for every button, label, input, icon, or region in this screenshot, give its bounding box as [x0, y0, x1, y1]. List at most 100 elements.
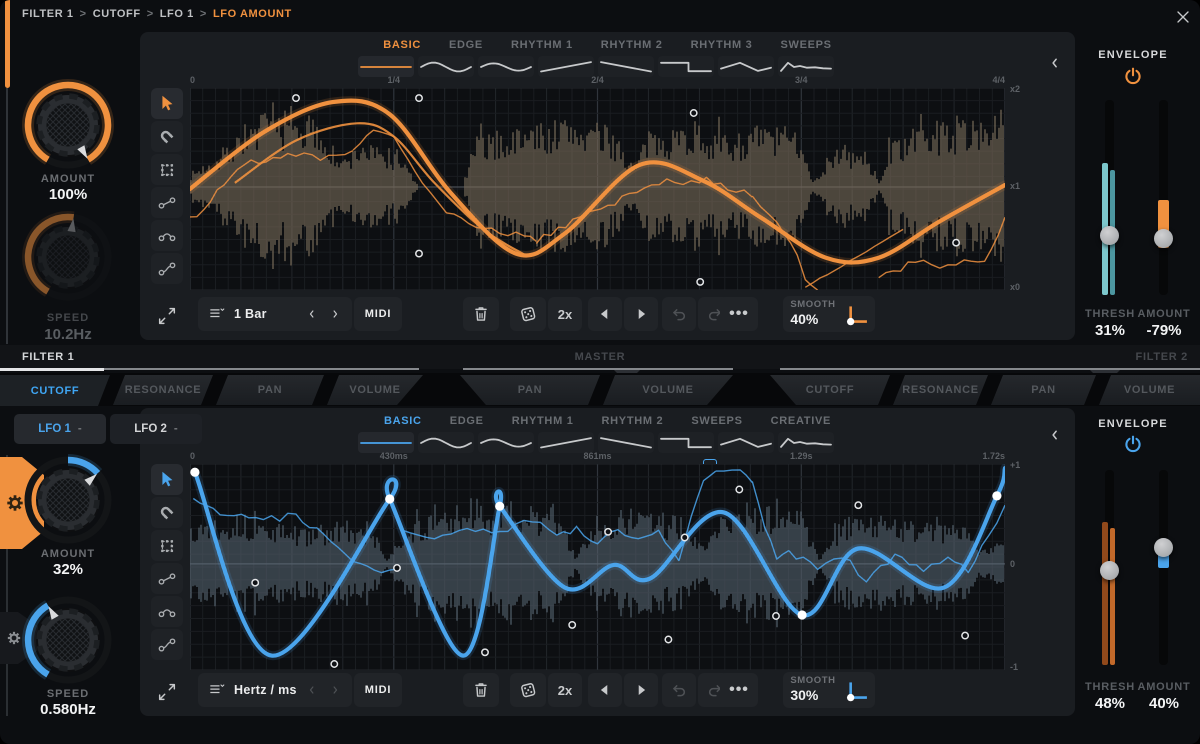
amount-knob-lfo[interactable] [20, 452, 116, 553]
shift-right-icon[interactable] [624, 673, 658, 707]
wave-preset-decay[interactable] [778, 432, 834, 453]
thresh-slider[interactable] [1105, 100, 1114, 295]
next-mode-icon[interactable] [327, 306, 343, 322]
magnet-tool[interactable] [151, 121, 183, 152]
band-group-master[interactable]: MASTER [574, 351, 626, 363]
node-curve-tool[interactable] [151, 220, 183, 251]
band-tab-pan-2[interactable]: PAN [216, 375, 324, 405]
more-button[interactable]: ••• [720, 673, 758, 707]
wave-preset-ramp-up[interactable] [538, 56, 594, 77]
cursor-tool[interactable] [151, 464, 183, 495]
double-button[interactable]: 2x [548, 297, 582, 331]
wave-preset-step[interactable] [658, 432, 714, 453]
collapse-icon[interactable] [1044, 52, 1066, 74]
tab-edge[interactable]: EDGE [448, 39, 483, 51]
wave-preset-ramp-up[interactable] [538, 432, 594, 453]
close-icon[interactable] [1172, 6, 1194, 28]
band-group-filter1[interactable]: FILTER 1 [22, 351, 75, 363]
expand-icon[interactable] [153, 678, 181, 706]
node-scurve-tool[interactable] [151, 253, 183, 284]
band-tab-volume-9[interactable]: VOLUME [1099, 375, 1200, 405]
breadcrumb-segment[interactable]: CUTOFF [92, 8, 141, 20]
band-tab-cutoff-0[interactable]: CUTOFF [0, 375, 110, 406]
tab-rhythm-1[interactable]: RHYTHM 1 [510, 39, 573, 51]
shift-left-icon[interactable] [588, 673, 622, 707]
env-amount-slider[interactable] [1159, 100, 1168, 295]
thresh-slider-knob[interactable] [1100, 561, 1119, 580]
lfo2-dropdown-icon[interactable]: - [173, 423, 178, 435]
wave-preset-sine[interactable] [418, 56, 474, 77]
dice-icon[interactable] [510, 297, 546, 331]
band-tab-resonance-7[interactable]: RESONANCE [893, 375, 988, 405]
prev-mode-icon[interactable] [304, 682, 320, 698]
band-tab-pan-8[interactable]: PAN [991, 375, 1096, 405]
waveform-editor[interactable] [190, 88, 1005, 290]
wave-preset-sine-soft[interactable] [478, 56, 534, 77]
dice-icon[interactable] [510, 673, 546, 707]
thresh-slider-knob[interactable] [1100, 226, 1119, 245]
amount-knob[interactable] [20, 77, 116, 178]
more-button[interactable]: ••• [720, 297, 758, 331]
marquee-tool[interactable] [151, 154, 183, 185]
wave-preset-triangle[interactable] [718, 56, 774, 77]
wave-preset-decay[interactable] [778, 56, 834, 77]
magnet-tool[interactable] [151, 497, 183, 528]
band-tab-resonance-1[interactable]: RESONANCE [113, 375, 213, 405]
expand-icon[interactable] [153, 302, 181, 330]
wave-preset-sine-soft[interactable] [478, 432, 534, 453]
trash-icon[interactable] [463, 673, 499, 707]
band-tab-pan-4[interactable]: PAN [460, 375, 600, 405]
envelope-power-icon[interactable] [1121, 64, 1145, 88]
node-scurve-tool[interactable] [151, 629, 183, 660]
breadcrumb-segment[interactable]: LFO 1 [159, 8, 194, 20]
env-amount-knob[interactable] [1154, 538, 1173, 557]
tab-edge[interactable]: EDGE [449, 415, 484, 427]
tab-rhythm-2[interactable]: RHYTHM 2 [600, 39, 663, 51]
node-curve-tool[interactable] [151, 596, 183, 627]
midi-button[interactable]: MIDI [354, 297, 402, 331]
lfo1-dropdown-icon[interactable]: - [77, 423, 82, 435]
tab-rhythm-3[interactable]: RHYTHM 3 [690, 39, 753, 51]
tab-sweeps[interactable]: SWEEPS [780, 39, 832, 51]
tab-sweeps[interactable]: SWEEPS [691, 415, 743, 427]
tab-basic[interactable]: BASIC [383, 39, 421, 51]
wave-preset-triangle[interactable] [718, 432, 774, 453]
shift-right-icon[interactable] [624, 297, 658, 331]
env-amount-knob[interactable] [1154, 229, 1173, 248]
marquee-tool[interactable] [151, 530, 183, 561]
wave-preset-flat[interactable] [358, 56, 414, 77]
speed-knob[interactable] [20, 209, 116, 310]
timing-mode-button[interactable]: 1 Bar [198, 297, 352, 331]
trash-icon[interactable] [463, 297, 499, 331]
tab-lfo1[interactable]: LFO 1 - [14, 414, 106, 444]
envelope-power-icon[interactable] [1121, 432, 1145, 456]
undo-icon[interactable] [662, 673, 696, 707]
tab-rhythm-1[interactable]: RHYTHM 1 [511, 415, 574, 427]
band-tab-volume-3[interactable]: VOLUME [327, 375, 423, 405]
speed-knob-lfo[interactable] [20, 592, 116, 693]
tab-lfo2[interactable]: LFO 2 - [110, 414, 202, 444]
collapse-icon[interactable] [1044, 424, 1066, 446]
timing-mode-button[interactable]: Hertz / ms [198, 673, 352, 707]
smooth-control[interactable]: SMOOTH 30% [783, 672, 875, 708]
next-mode-icon[interactable] [327, 682, 343, 698]
tab-basic[interactable]: BASIC [383, 415, 422, 427]
band-group-filter2[interactable]: FILTER 2 [1135, 351, 1188, 363]
breadcrumb-segment[interactable]: FILTER 1 [22, 8, 74, 20]
midi-button[interactable]: MIDI [354, 673, 402, 707]
cursor-tool[interactable] [151, 88, 183, 119]
wave-preset-ramp-down[interactable] [598, 56, 654, 77]
wave-preset-step[interactable] [658, 56, 714, 77]
wave-preset-sine[interactable] [418, 432, 474, 453]
shift-left-icon[interactable] [588, 297, 622, 331]
double-button[interactable]: 2x [548, 673, 582, 707]
undo-icon[interactable] [662, 297, 696, 331]
smooth-control[interactable]: SMOOTH 40% [783, 296, 875, 332]
tab-creative[interactable]: CREATIVE [770, 415, 832, 427]
wave-preset-flat[interactable] [358, 432, 414, 453]
band-tab-volume-5[interactable]: VOLUME [603, 375, 733, 405]
waveform-editor[interactable] [190, 464, 1005, 670]
prev-mode-icon[interactable] [304, 306, 320, 322]
node-line-tool[interactable] [151, 563, 183, 594]
wave-preset-ramp-down[interactable] [598, 432, 654, 453]
